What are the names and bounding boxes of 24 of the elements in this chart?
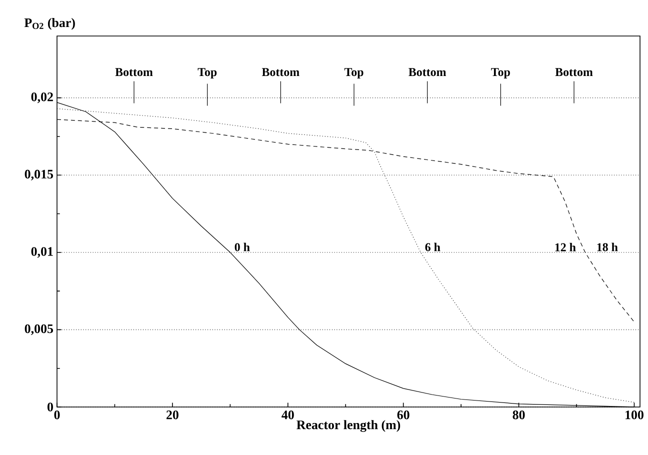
series-label: 6 h (425, 242, 440, 252)
y-tick-label: 0 (48, 402, 53, 412)
annotation: 18 h (597, 242, 618, 252)
x-tick-label: 80 (512, 410, 525, 420)
y-tick-label: 0,02 (31, 92, 53, 104)
y-tick-label: 0,005 (24, 324, 54, 335)
x-tick-label: 60 (397, 410, 410, 420)
annotation: Bottom (408, 68, 446, 76)
x-axis-title: Reactor length (m) (296, 420, 400, 432)
y-tick-label: 0,01 (31, 247, 53, 258)
series-label: 0 h (234, 242, 250, 252)
annotation: Top (344, 68, 364, 79)
y-tick-label: 0,015 (24, 170, 54, 180)
annotation: Top (198, 68, 217, 79)
annotation: Bottom (262, 68, 300, 76)
x-tick-label: 40 (282, 410, 294, 420)
annotation: Top (491, 68, 510, 79)
annotation: Bottom (555, 68, 593, 76)
x-tick-label: 0 (54, 410, 60, 420)
x-tick-label: 20 (166, 410, 178, 420)
series-label: 12 h (555, 242, 576, 252)
y-axis-title: P$_{O2}$ (bar) (24, 18, 75, 30)
annotation: Bottom (115, 68, 153, 76)
x-tick-label: 100 (626, 410, 644, 420)
